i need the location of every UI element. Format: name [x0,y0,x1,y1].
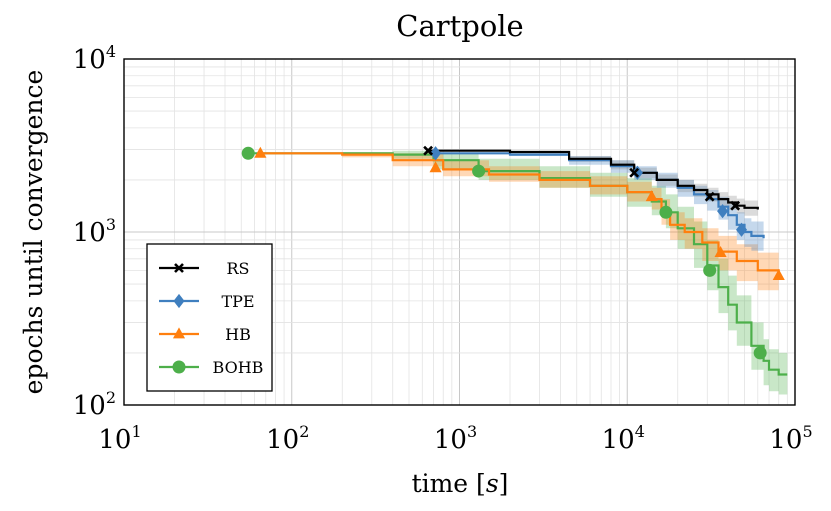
legend: RS TPE HB BOHB [146,243,273,392]
marker-x [423,145,434,156]
y-tick-base: 10 [73,218,106,248]
x-tick-exponent: 1 [131,422,141,441]
marker-circle [172,360,186,374]
x-axis-label-bracket-close: ] [499,469,509,498]
x-tick-label: 101 [98,422,141,455]
marker-diamond [717,203,729,219]
confidence-bands [248,150,788,395]
y-tick-exponent: 4 [106,42,116,61]
x-tick-exponent: 4 [635,422,645,441]
x-tick-exponent: 3 [467,422,477,441]
x-tick-label: 102 [266,422,309,455]
marker-circle [703,263,717,277]
marker-triangle [172,327,186,339]
y-tick-exponent: 3 [106,215,116,234]
legend-label: TPE [221,292,254,311]
legend-label: BOHB [213,358,264,377]
marker-diamond [631,165,643,180]
x-tick-labels: 101 102 103 104 105 [98,422,812,455]
band-bohb [248,150,788,395]
x-tick-base: 10 [602,425,635,455]
x-tick-label: 105 [769,422,812,455]
y-axis-label: epochs until convergence [19,70,48,395]
grid [124,59,795,405]
legend-label: HB [225,325,251,344]
x-tick-label: 103 [434,422,477,455]
series-markers [241,145,785,360]
x-axis-label-main: time [412,469,469,498]
x-axis-label-bracket-open: [ [468,469,486,498]
x-tick-base: 10 [434,425,467,455]
marker-triangle [429,161,442,173]
marker-diamond [430,146,442,161]
legend-entry: TPE [159,292,255,311]
marker-circle [753,346,767,360]
marker-x [629,167,640,178]
x-tick-base: 10 [769,425,802,455]
legend-entry: RS [159,259,250,278]
marker-x [704,191,715,202]
x-tick-exponent: 5 [802,422,812,441]
band-rs [428,150,758,219]
x-tick-label: 104 [602,422,645,455]
marker-triangle [772,268,785,280]
y-tick-exponent: 2 [106,388,116,407]
marker-triangle [254,146,267,158]
marker-triangle [645,190,658,202]
marker-circle [659,205,673,219]
chart-title: Cartpole [396,9,523,43]
marker-triangle [714,246,727,258]
legend-entry: HB [159,325,251,344]
y-tick-base: 10 [73,391,106,421]
legend-entry: BOHB [159,358,263,377]
line-bohb [248,152,788,376]
x-axis-label-unit: s [486,469,499,498]
y-tick-label: 103 [73,215,116,248]
marker-circle [241,146,255,160]
marker-x [174,263,184,273]
y-tick-label: 102 [73,388,116,421]
legend-label: RS [226,259,249,278]
marker-diamond [736,222,748,237]
x-axis-label: time [s] [412,469,509,498]
marker-circle [472,164,486,178]
y-tick-base: 10 [73,45,106,75]
marker-diamond [173,293,185,309]
plot-frame [123,58,796,406]
band-tpe [433,153,764,255]
x-tick-exponent: 2 [299,422,309,441]
marker-x [730,200,741,211]
y-tick-label: 104 [73,42,116,75]
band-hb [260,152,779,298]
x-tick-base: 10 [98,425,131,455]
x-tick-base: 10 [266,425,299,455]
